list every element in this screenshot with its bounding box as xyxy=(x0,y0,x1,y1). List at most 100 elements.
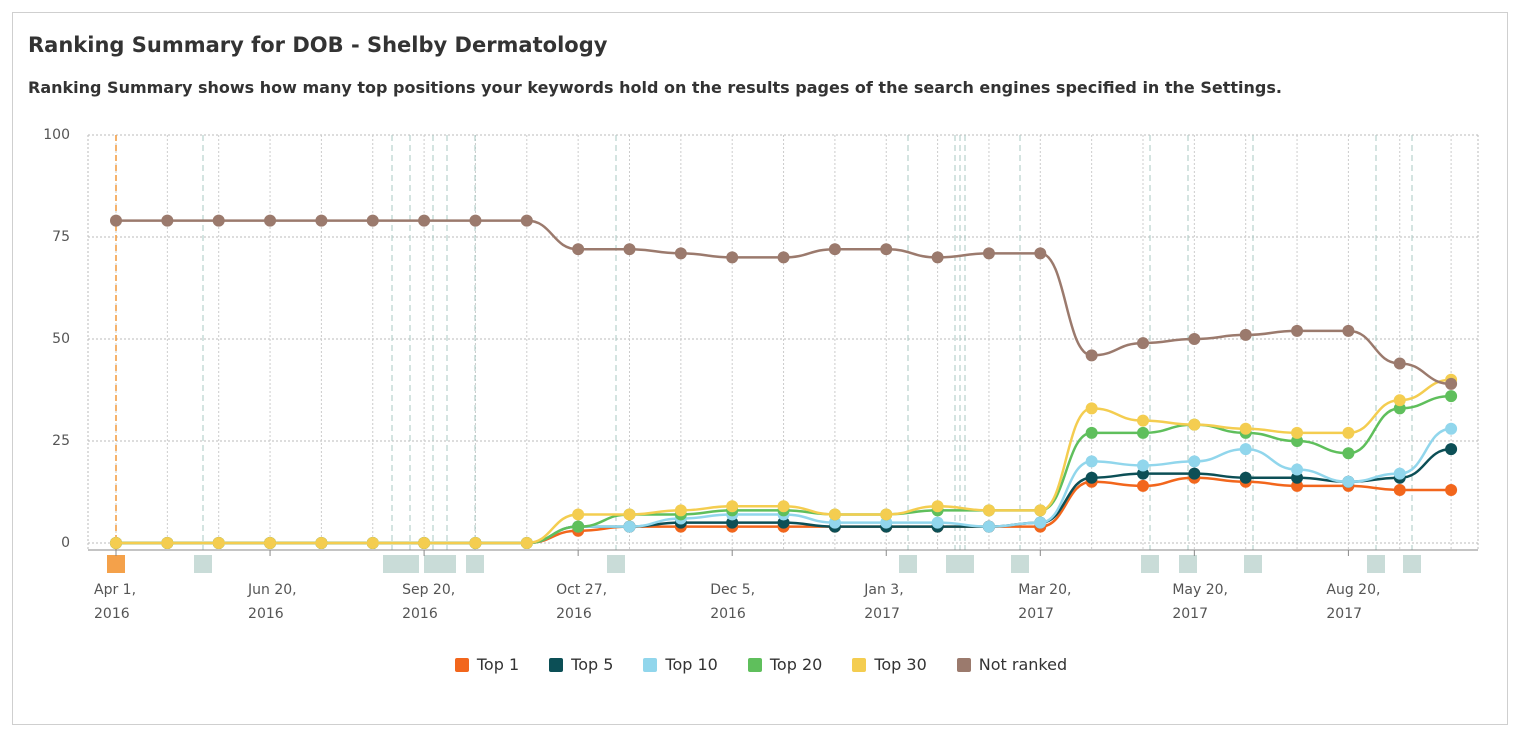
event-icon xyxy=(424,555,442,573)
point xyxy=(366,214,379,227)
x-tick-label: Oct 27, 2016 xyxy=(556,582,608,622)
point xyxy=(1342,475,1355,488)
point xyxy=(1137,337,1149,350)
event-icon xyxy=(1367,555,1385,573)
point xyxy=(572,508,585,521)
point xyxy=(880,243,893,256)
point xyxy=(982,247,995,260)
legend-label: Not ranked xyxy=(978,655,1068,674)
point xyxy=(1188,418,1201,431)
legend-swatch xyxy=(643,657,658,672)
point xyxy=(1034,247,1047,260)
legend-swatch xyxy=(747,657,762,672)
event-icon xyxy=(438,555,456,573)
point xyxy=(572,243,585,256)
point xyxy=(777,500,790,513)
point xyxy=(1393,394,1406,407)
y-tick-label: 25 xyxy=(52,433,70,449)
x-tick-label: Aug 20, 2017 xyxy=(1326,582,1381,622)
legend-swatch xyxy=(852,657,867,672)
point xyxy=(572,520,585,533)
event-icon xyxy=(1011,555,1029,573)
x-tick-label: Dec 5, 2016 xyxy=(710,582,756,622)
point xyxy=(1137,479,1149,492)
point xyxy=(1342,324,1355,337)
point xyxy=(1085,349,1098,362)
point xyxy=(315,214,328,227)
card xyxy=(12,12,1508,725)
event-icon xyxy=(1179,555,1197,573)
event-icon xyxy=(194,555,212,573)
point xyxy=(982,520,995,533)
point xyxy=(418,537,431,549)
point xyxy=(1393,483,1406,496)
y-tick-label: 75 xyxy=(52,229,70,245)
point xyxy=(1393,467,1406,480)
legend-item: Top 20 xyxy=(747,655,823,674)
event-icon xyxy=(1244,555,1262,573)
point xyxy=(777,251,790,264)
point xyxy=(1239,422,1252,435)
legend-item: Top 10 xyxy=(643,655,718,674)
point xyxy=(1188,333,1201,345)
event-icon xyxy=(1403,555,1421,573)
title: Ranking Summary for DOB - Shelby Dermato… xyxy=(28,33,608,57)
point xyxy=(212,537,225,549)
x-tick-label: Apr 1, 2016 xyxy=(94,582,137,622)
point xyxy=(1137,414,1149,427)
legend-swatch xyxy=(549,657,564,672)
y-tick-label: 50 xyxy=(52,331,70,347)
point xyxy=(161,214,174,227)
event-icon xyxy=(401,555,419,573)
event-icon xyxy=(956,555,974,573)
point xyxy=(623,243,636,256)
event-icon xyxy=(607,555,625,573)
legend-item: Top 30 xyxy=(852,655,927,674)
point xyxy=(1188,467,1201,480)
point xyxy=(212,214,225,227)
point xyxy=(1393,357,1406,370)
legend-label: Top 20 xyxy=(769,655,823,674)
point xyxy=(674,247,687,260)
point xyxy=(1445,483,1458,496)
point xyxy=(1085,455,1098,468)
legend-item: Not ranked xyxy=(956,655,1068,674)
point xyxy=(520,214,533,227)
point xyxy=(880,508,893,521)
point xyxy=(1188,455,1201,468)
point xyxy=(520,537,533,549)
point xyxy=(623,520,636,533)
point xyxy=(1291,324,1304,337)
legend: Top 1 Top 5 Top 10 Top 20 Top 30 Not ranked xyxy=(0,655,1522,674)
point xyxy=(931,251,944,264)
point xyxy=(161,537,174,549)
y-tick-label: 100 xyxy=(43,127,70,143)
x-tick-label: Jan 3, 2017 xyxy=(864,582,904,622)
point xyxy=(726,251,739,264)
point xyxy=(726,500,739,513)
point xyxy=(1445,422,1458,435)
point xyxy=(1085,402,1098,415)
point xyxy=(315,537,328,549)
legend-item: Top 1 xyxy=(454,655,520,674)
point xyxy=(264,214,277,227)
point xyxy=(1291,463,1304,476)
event-icon xyxy=(383,555,401,573)
point xyxy=(1445,377,1458,390)
legend-label: Top 1 xyxy=(476,655,520,674)
event-icon xyxy=(899,555,917,573)
point xyxy=(931,500,944,513)
point xyxy=(110,537,122,549)
legend-item: Top 5 xyxy=(549,655,613,674)
series-line xyxy=(115,378,1452,545)
point xyxy=(1034,516,1047,529)
point xyxy=(469,537,482,549)
point xyxy=(1342,426,1355,439)
point xyxy=(1239,443,1252,456)
point xyxy=(1445,443,1458,456)
legend-label: Top 30 xyxy=(874,655,927,674)
series-line xyxy=(116,219,1452,386)
point xyxy=(623,508,636,521)
subtitle: Ranking Summary shows how many top posit… xyxy=(28,78,1282,97)
